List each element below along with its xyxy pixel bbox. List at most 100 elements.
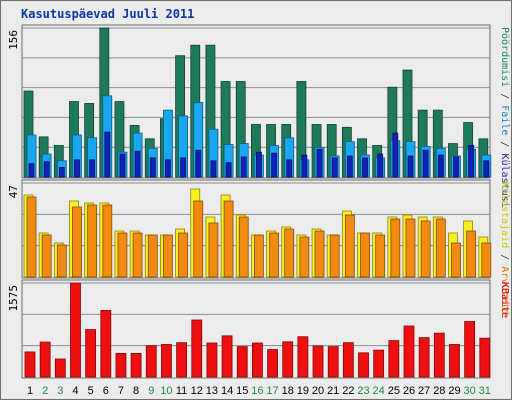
bar-arvuteid-day-31 [481,242,492,278]
day-label-2: 2 [42,385,48,397]
bar-arvuteid-day-6 [102,204,113,278]
legend-part: / [499,248,510,266]
bar-külastusi-day-26 [407,155,414,178]
bar-arvuteid-day-5 [87,204,98,278]
day-label-21: 21 [327,385,339,397]
day-label-24: 24 [373,385,385,397]
bar-kbaite-day-29 [449,344,460,378]
panel-3: 1575 KBaite [7,279,510,379]
bar-kbaite-day-28 [433,332,445,378]
bar-kbaite-day-2 [39,341,51,378]
bar-kbaite-day-19 [297,336,309,378]
legend-panel1: Pöördumisi / Faile / Külastusi [499,27,510,208]
bar-arvuteid-day-2 [41,234,52,278]
bar-külastusi-day-2 [43,161,50,178]
bar-külastusi-day-27 [422,149,429,178]
bar-arvuteid-day-12 [193,200,204,278]
day-label-27: 27 [418,385,430,397]
x-axis-labels: 1 2 3 4 5 6 7 8 9 10 11 12 13 14 15 16 17 18 19 20 21 22 23 24 2… [27,385,491,397]
bar-külastusi-day-10 [165,159,171,178]
bar-külastusi-day-18 [286,159,293,178]
bar-kbaite-day-16 [251,342,263,378]
bar-kbaite-day-7 [115,353,127,378]
bar-arvuteid-day-10 [163,234,173,278]
bar-kbaite-day-20 [312,345,324,378]
day-label-6: 6 [103,385,109,397]
bar-arvuteid-day-1 [26,196,37,278]
bar-arvuteid-day-19 [299,236,310,278]
bar-arvuteid-day-28 [435,218,446,278]
bar-arvuteid-day-16 [253,234,264,278]
bar-kbaite-day-3 [54,358,66,378]
bar-külastusi-day-22 [346,155,353,178]
bar-külastusi-day-28 [437,154,444,178]
bar-külastusi-day-29 [453,156,459,178]
bar-külastusi-day-23 [362,157,368,178]
bar-kbaite-day-8 [130,353,142,378]
day-label-5: 5 [88,385,94,397]
bar-kbaite-day-10 [161,344,172,378]
bar-arvuteid-day-15 [238,216,249,278]
bar-kbaite-day-13 [206,342,218,378]
day-label-13: 13 [206,385,218,397]
day-label-11: 11 [176,385,187,397]
bar-külastusi-day-4 [74,159,80,178]
bar-külastusi-day-14 [225,162,232,178]
bar-arvuteid-day-9 [147,234,158,278]
bar-külastusi-day-21 [331,157,338,178]
bar-kbaite-day-22 [342,342,354,378]
bar-kbaite-day-18 [282,341,294,378]
bar-külastusi-day-7 [119,153,126,178]
bar-arvuteid-day-24 [375,234,386,278]
bar-kbaite-day-1 [24,351,36,378]
panel-2: 47 Külastajaid / Arvuteid [7,179,510,314]
bar-külastusi-day-8 [134,150,141,178]
bar-kbaite-day-12 [191,319,203,378]
bar-arvuteid-day-7 [117,232,128,278]
bar-kbaite-day-27 [418,337,430,378]
bar-külastusi-day-3 [58,167,65,178]
bar-arvuteid-day-4 [72,206,82,278]
bar-külastusi-day-17 [271,152,277,178]
bar-kbaite-day-25 [388,340,400,378]
legend-part: Külastajaid [499,182,510,248]
day-label-20: 20 [312,385,324,397]
day-label-26: 26 [403,385,415,397]
day-label-19: 19 [297,385,309,397]
bar-kbaite-day-31 [479,337,491,378]
bar-kbaite-day-23 [358,352,369,378]
bar-külastusi-day-6 [104,131,111,178]
bar-külastusi-day-30 [468,145,475,178]
day-label-22: 22 [342,385,354,397]
day-label-8: 8 [133,385,139,397]
bar-külastusi-day-25 [392,132,399,178]
bar-arvuteid-day-23 [360,232,370,278]
bar-kbaite-day-11 [176,342,188,378]
bar-kbaite-day-26 [403,325,415,378]
bar-arvuteid-day-20 [314,230,325,278]
bar-külastusi-day-13 [210,160,217,178]
day-label-12: 12 [191,385,203,397]
bar-arvuteid-day-29 [451,242,461,278]
bar-külastusi-day-19 [301,154,308,178]
bar-kbaite-day-17 [267,349,278,378]
day-label-25: 25 [388,385,400,397]
bar-külastusi-day-9 [149,157,156,178]
legend-panel2: Külastajaid / Arvuteid [499,182,510,314]
legend-part: Arvuteid [499,266,510,314]
day-label-15: 15 [236,385,248,397]
day-label-28: 28 [433,385,445,397]
legend-part: Külastusi [499,153,510,207]
day-label-30: 30 [464,385,476,397]
day-label-29: 29 [448,385,460,397]
bar-arvuteid-day-3 [56,244,67,278]
bar-arvuteid-day-21 [329,234,340,278]
bar-külastusi-day-11 [180,157,187,178]
legend-part: Pöördumisi [499,27,510,87]
day-label-4: 4 [72,385,78,397]
legend-part: / [499,135,510,153]
day-label-1: 1 [27,385,33,397]
bar-külastusi-day-24 [377,153,384,178]
bar-kbaite-day-9 [145,345,157,378]
